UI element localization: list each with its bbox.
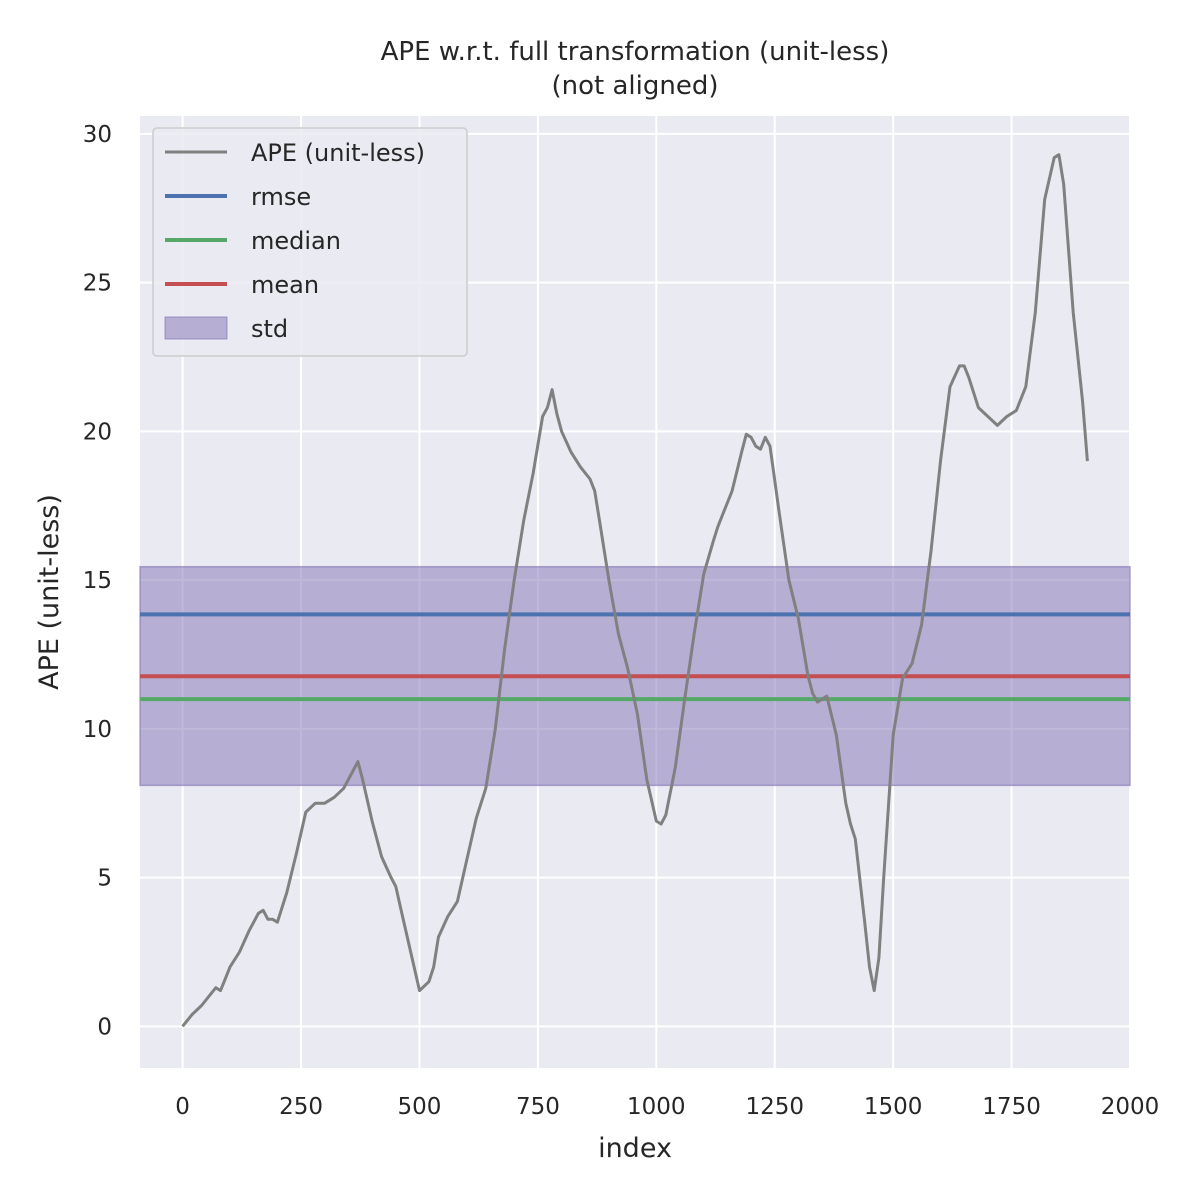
ape-series-group [181, 153, 1089, 1028]
legend-label-median: median [251, 227, 341, 255]
y-axis-label: APE (unit-less) [34, 494, 65, 690]
x-tick-label: 0 [175, 1094, 190, 1120]
legend-label-std: std [251, 315, 288, 343]
legend-label-mean: mean [251, 271, 319, 299]
x-tick-label: 500 [398, 1094, 442, 1120]
y-tick-label: 0 [97, 1014, 112, 1040]
legend-frame [152, 127, 468, 357]
legend-label-rmse: rmse [251, 183, 311, 211]
y-tick-label: 10 [83, 717, 112, 743]
chart-title: APE w.r.t. full transformation (unit-les… [381, 37, 890, 67]
x-axis-label: index [598, 1133, 672, 1164]
y-tick-label: 15 [83, 568, 112, 594]
y-tick-label: 25 [83, 271, 112, 297]
y-tick-label: 30 [83, 122, 112, 148]
y-tick-labels: 0 5 10 15 20 25 30 [83, 122, 112, 1040]
legend-label-ape: APE (unit-less) [251, 139, 425, 167]
x-tick-label: 1500 [864, 1094, 923, 1120]
legend: APE (unit-less) rmse median mean std [152, 127, 468, 357]
x-tick-label: 1000 [627, 1094, 686, 1120]
chart-subtitle: (not aligned) [552, 71, 719, 101]
x-tick-label: 1750 [982, 1094, 1041, 1120]
legend-swatch-std [164, 316, 228, 340]
x-tick-label: 750 [516, 1094, 560, 1120]
y-tick-label: 20 [83, 419, 112, 445]
ape-series-line [181, 153, 1089, 1028]
x-tick-label: 2000 [1101, 1094, 1160, 1120]
x-tick-label: 250 [279, 1094, 323, 1120]
x-tick-label: 1250 [745, 1094, 804, 1120]
x-tick-labels: 0 250 500 750 1000 1250 1500 1750 2000 [175, 1094, 1159, 1120]
y-tick-label: 5 [97, 866, 112, 892]
